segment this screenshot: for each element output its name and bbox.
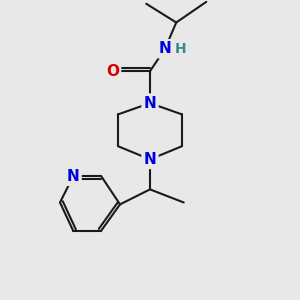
Text: H: H <box>175 43 187 56</box>
Text: N: N <box>144 152 156 167</box>
Text: N: N <box>144 96 156 111</box>
Text: N: N <box>67 169 80 184</box>
Text: N: N <box>159 41 171 56</box>
Text: O: O <box>106 64 119 79</box>
